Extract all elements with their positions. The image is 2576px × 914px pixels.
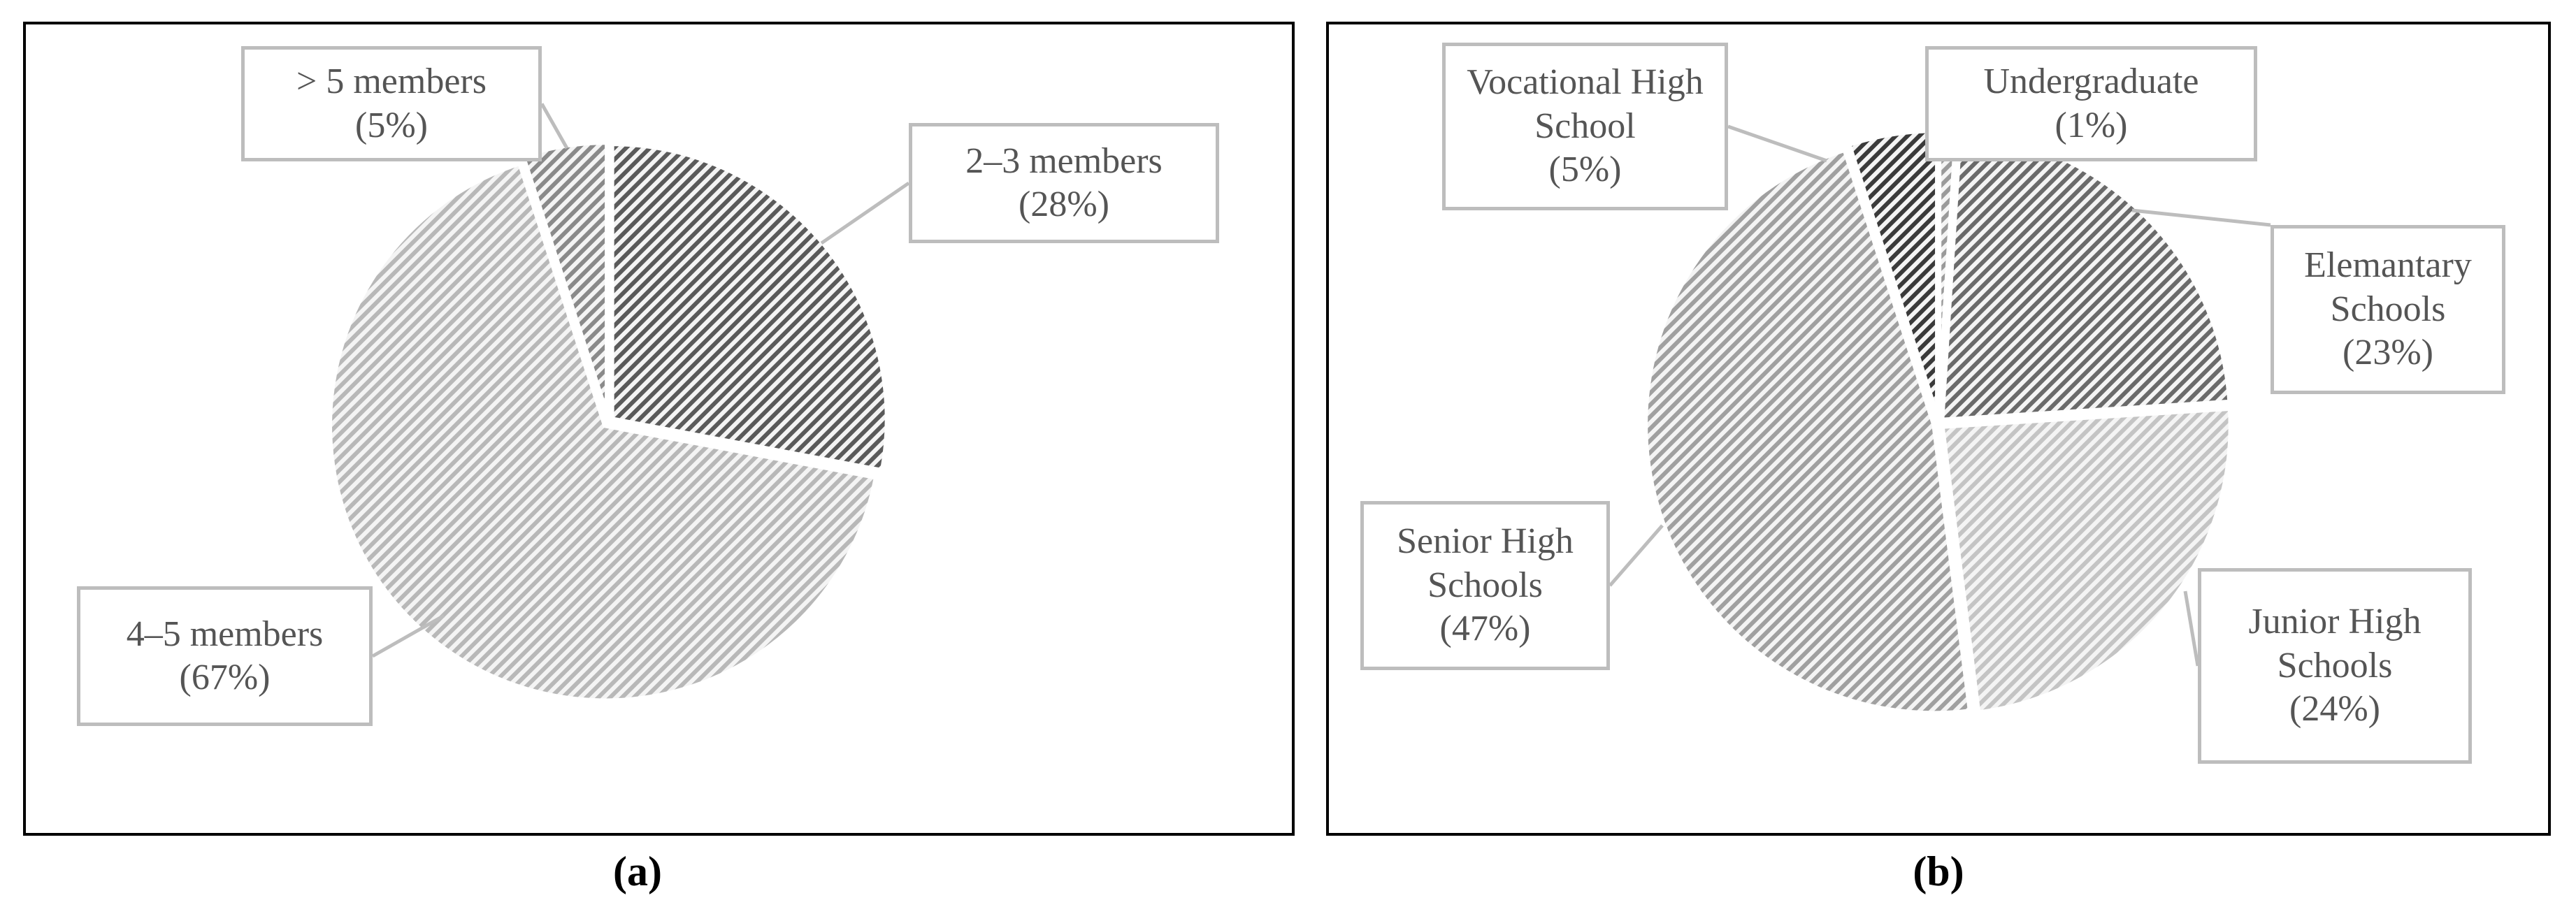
panel-caption: (b): [1913, 848, 1964, 894]
category-label: Vocational High School: [1467, 62, 1704, 146]
value-label: (5%): [355, 105, 428, 145]
data-label: Junior High Schools(24%): [2198, 568, 2472, 764]
panel-caption: (a): [613, 848, 662, 894]
value-label: (5%): [1548, 150, 1622, 190]
pie-slice: [326, 159, 880, 704]
pie-slice: [1642, 145, 1974, 717]
callout-line: [371, 614, 445, 658]
category-label: Undergraduate: [1983, 61, 2199, 102]
value-label: (67%): [179, 658, 271, 697]
label-box: Vocational High School (5%): [1442, 43, 1728, 210]
callout-line: [2183, 590, 2200, 667]
data-label: Vocational High School(5%): [1442, 43, 1728, 210]
label-box: > 5 members (5%): [241, 46, 542, 161]
data-label: > 5 members(5%): [241, 46, 542, 161]
category-label: Senior High Schools: [1397, 521, 1574, 605]
label-box: Elemantary Schools (23%): [2271, 225, 2505, 394]
callout-line: [540, 103, 569, 150]
category-label: 4–5 members: [126, 614, 324, 654]
category-label: 2–3 members: [965, 140, 1163, 181]
label-box: Senior High Schools (47%): [1360, 501, 1610, 670]
data-label: Senior High Schools(47%): [1360, 501, 1610, 670]
label-box: 2–3 members (28%): [909, 123, 1219, 243]
label-box: Undergraduate (1%): [1925, 46, 2257, 161]
value-label: (47%): [1439, 609, 1531, 649]
callout-line: [820, 181, 910, 245]
value-label: (1%): [2055, 105, 2128, 145]
category-label: Elemantary Schools: [2304, 245, 2472, 329]
label-box: Junior High Schools (24%): [2198, 568, 2472, 764]
pie-slice: [608, 140, 891, 474]
data-label: 4–5 members (67%): [77, 586, 373, 726]
label-box: 4–5 members (67%): [77, 586, 373, 726]
value-label: (24%): [2289, 689, 2380, 730]
data-label: Undergraduate(1%): [1925, 46, 2257, 161]
category-label: > 5 members: [296, 61, 487, 102]
category-label: Junior High Schools: [2248, 602, 2422, 686]
callout-line: [1727, 124, 1827, 163]
value-label: (28%): [1019, 184, 1109, 224]
pie-slice: [1938, 405, 2234, 717]
callout-line: [2131, 208, 2271, 227]
data-label: 2–3 members(28%): [909, 123, 1219, 243]
data-label: Elemantary Schools(23%): [2271, 225, 2505, 394]
callout-line: [1609, 524, 1664, 587]
value-label: (23%): [2343, 333, 2433, 373]
